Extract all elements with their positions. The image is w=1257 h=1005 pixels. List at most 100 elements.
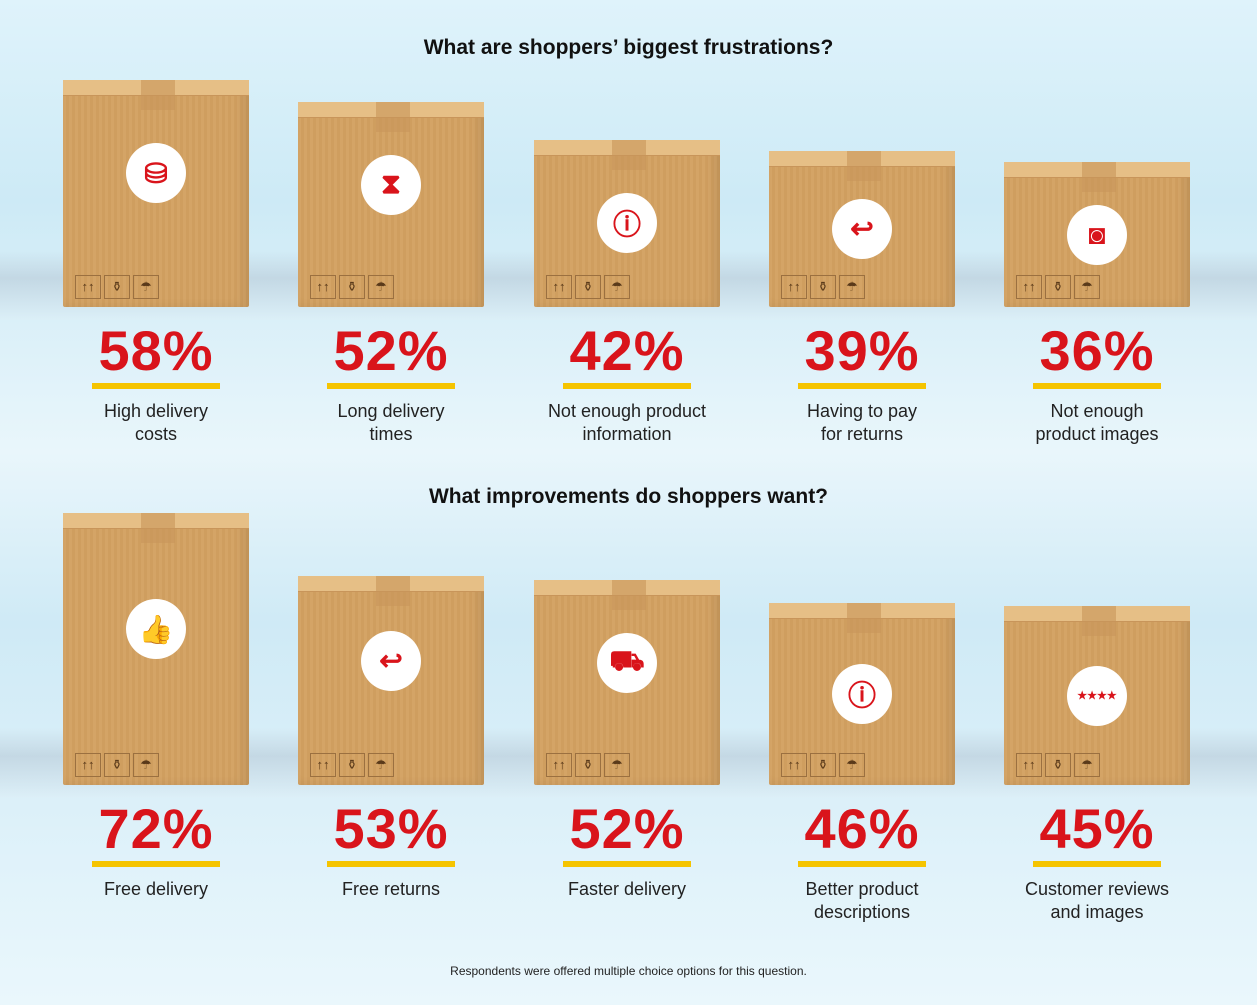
category-label-line: Not enough product <box>547 401 707 421</box>
fragile-icon: ⚱ <box>575 275 601 299</box>
category-label-line: Customer reviews <box>1024 879 1170 899</box>
star-rating-camera-icon: ★★★★ <box>1067 665 1127 726</box>
keep-dry-icon: ☂ <box>604 275 630 299</box>
category-label-line: and images <box>1050 902 1144 922</box>
fragile-icon: ⚱ <box>104 753 130 777</box>
handling-symbols: ↑↑ ⚱ ☂ <box>310 753 394 777</box>
category-label-line: Free returns <box>341 879 441 899</box>
underline <box>327 861 455 867</box>
category-label-line: for returns <box>820 424 904 444</box>
this-way-up-icon: ↑↑ <box>310 753 336 777</box>
chart-title-improvements: What improvements do shoppers want? <box>428 485 829 508</box>
underline <box>92 861 220 867</box>
category-label: Better product descriptions <box>744 878 980 924</box>
category-label-line: Not enough <box>1050 401 1144 421</box>
keep-dry-icon: ☂ <box>1074 753 1100 777</box>
fragile-icon: ⚱ <box>1045 753 1071 777</box>
bar-box: ↩ ↑↑ ⚱ ☂ <box>769 150 955 307</box>
bar-box: ⛟ ↑↑ ⚱ ☂ <box>534 580 720 785</box>
data-label: 36% <box>1039 319 1155 382</box>
bar-box: ⧗ ↑↑ ⚱ ☂ <box>298 102 484 307</box>
category-label-line: High delivery <box>103 401 209 421</box>
underline <box>798 861 926 867</box>
return-arrow-icon: ↩ <box>832 198 892 259</box>
category-label: Not enough product information <box>509 400 745 446</box>
hourglass-icon: ⧗ <box>361 154 421 215</box>
this-way-up-icon: ↑↑ <box>75 275 101 299</box>
chart-title-frustrations: What are shoppers’ biggest frustrations? <box>423 36 834 59</box>
underline <box>563 861 691 867</box>
info-icon: ⓘ <box>832 663 892 724</box>
category-label: Long delivery times <box>273 400 509 446</box>
this-way-up-icon: ↑↑ <box>546 275 572 299</box>
underline <box>563 383 691 389</box>
category-label-line: costs <box>134 424 177 444</box>
category-label-line: descriptions <box>813 902 911 922</box>
underline <box>327 383 455 389</box>
underline <box>1033 861 1161 867</box>
fragile-icon: ⚱ <box>810 275 836 299</box>
underline <box>92 383 220 389</box>
keep-dry-icon: ☂ <box>133 275 159 299</box>
info-icon: ⓘ <box>597 193 657 254</box>
box-tape <box>847 150 881 181</box>
thumbs-up-icon: 👍 <box>126 599 186 659</box>
handling-symbols: ↑↑ ⚱ ☂ <box>1016 275 1100 299</box>
handling-symbols: ↑↑ ⚱ ☂ <box>75 275 159 299</box>
category-label-line: Faster delivery <box>567 879 687 899</box>
handling-symbols: ↑↑ ⚱ ☂ <box>75 753 159 777</box>
fragile-icon: ⚱ <box>104 275 130 299</box>
box-tape <box>612 139 646 170</box>
footnote: Respondents were offered multiple choice… <box>450 964 807 978</box>
category-label: Not enough product images <box>979 400 1215 446</box>
bar-box: ↩ ↑↑ ⚱ ☂ <box>298 576 484 785</box>
box-tape <box>376 102 410 132</box>
camera-icon: ◙ <box>1067 204 1127 265</box>
underline <box>798 383 926 389</box>
keep-dry-icon: ☂ <box>368 753 394 777</box>
fragile-icon: ⚱ <box>339 275 365 299</box>
box-tape <box>141 513 175 543</box>
category-label: Having to pay for returns <box>744 400 980 446</box>
fragile-icon: ⚱ <box>810 753 836 777</box>
handling-symbols: ↑↑ ⚱ ☂ <box>546 753 630 777</box>
keep-dry-icon: ☂ <box>839 753 865 777</box>
category-label: Free returns <box>273 878 509 901</box>
category-label-line: times <box>369 424 413 444</box>
category-label-line: Long delivery <box>337 401 445 421</box>
box-tape <box>1082 606 1116 637</box>
handling-symbols: ↑↑ ⚱ ☂ <box>546 275 630 299</box>
bar-box: 👍 ↑↑ ⚱ ☂ <box>63 513 249 785</box>
category-label: Free delivery <box>38 878 274 901</box>
box-tape <box>376 576 410 607</box>
category-label: Customer reviews and images <box>979 878 1215 924</box>
category-label: Faster delivery <box>509 878 745 901</box>
this-way-up-icon: ↑↑ <box>781 753 807 777</box>
fragile-icon: ⚱ <box>575 753 601 777</box>
data-label: 42% <box>569 319 685 382</box>
bar-box: ★★★★ ↑↑ ⚱ ☂ <box>1004 606 1190 785</box>
this-way-up-icon: ↑↑ <box>75 753 101 777</box>
bar-box: ⓘ ↑↑ ⚱ ☂ <box>769 602 955 785</box>
box-tape <box>612 580 646 610</box>
bar-box: ◙ ↑↑ ⚱ ☂ <box>1004 162 1190 307</box>
return-arrow-icon: ↩ <box>361 630 421 691</box>
handling-symbols: ↑↑ ⚱ ☂ <box>781 753 865 777</box>
fragile-icon: ⚱ <box>1045 275 1071 299</box>
keep-dry-icon: ☂ <box>1074 275 1100 299</box>
handling-symbols: ↑↑ ⚱ ☂ <box>310 275 394 299</box>
delivery-van-icon: ⛟ <box>597 632 657 693</box>
data-label: 46% <box>804 797 920 860</box>
box-tape <box>141 79 175 110</box>
keep-dry-icon: ☂ <box>133 753 159 777</box>
keep-dry-icon: ☂ <box>604 753 630 777</box>
this-way-up-icon: ↑↑ <box>781 275 807 299</box>
bar-box: ⓘ ↑↑ ⚱ ☂ <box>534 139 720 307</box>
handling-symbols: ↑↑ ⚱ ☂ <box>781 275 865 299</box>
category-label: High delivery costs <box>38 400 274 446</box>
category-label-line: Better product <box>805 879 919 899</box>
this-way-up-icon: ↑↑ <box>1016 753 1042 777</box>
data-label: 52% <box>569 797 685 860</box>
this-way-up-icon: ↑↑ <box>310 275 336 299</box>
category-label-line: Having to pay <box>806 401 918 421</box>
